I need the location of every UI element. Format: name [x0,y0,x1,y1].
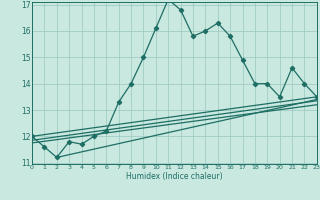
X-axis label: Humidex (Indice chaleur): Humidex (Indice chaleur) [126,172,223,181]
